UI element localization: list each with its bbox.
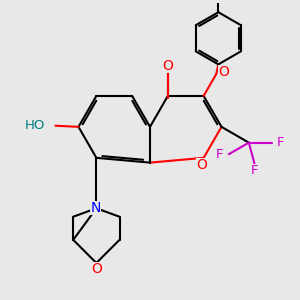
Text: O: O xyxy=(91,262,102,276)
Text: O: O xyxy=(196,158,207,172)
Text: O: O xyxy=(162,58,173,73)
Text: HO: HO xyxy=(25,119,45,132)
Text: F: F xyxy=(216,148,224,161)
Text: F: F xyxy=(277,136,284,149)
Text: O: O xyxy=(218,65,229,79)
Text: N: N xyxy=(90,201,101,215)
Text: F: F xyxy=(251,164,259,176)
